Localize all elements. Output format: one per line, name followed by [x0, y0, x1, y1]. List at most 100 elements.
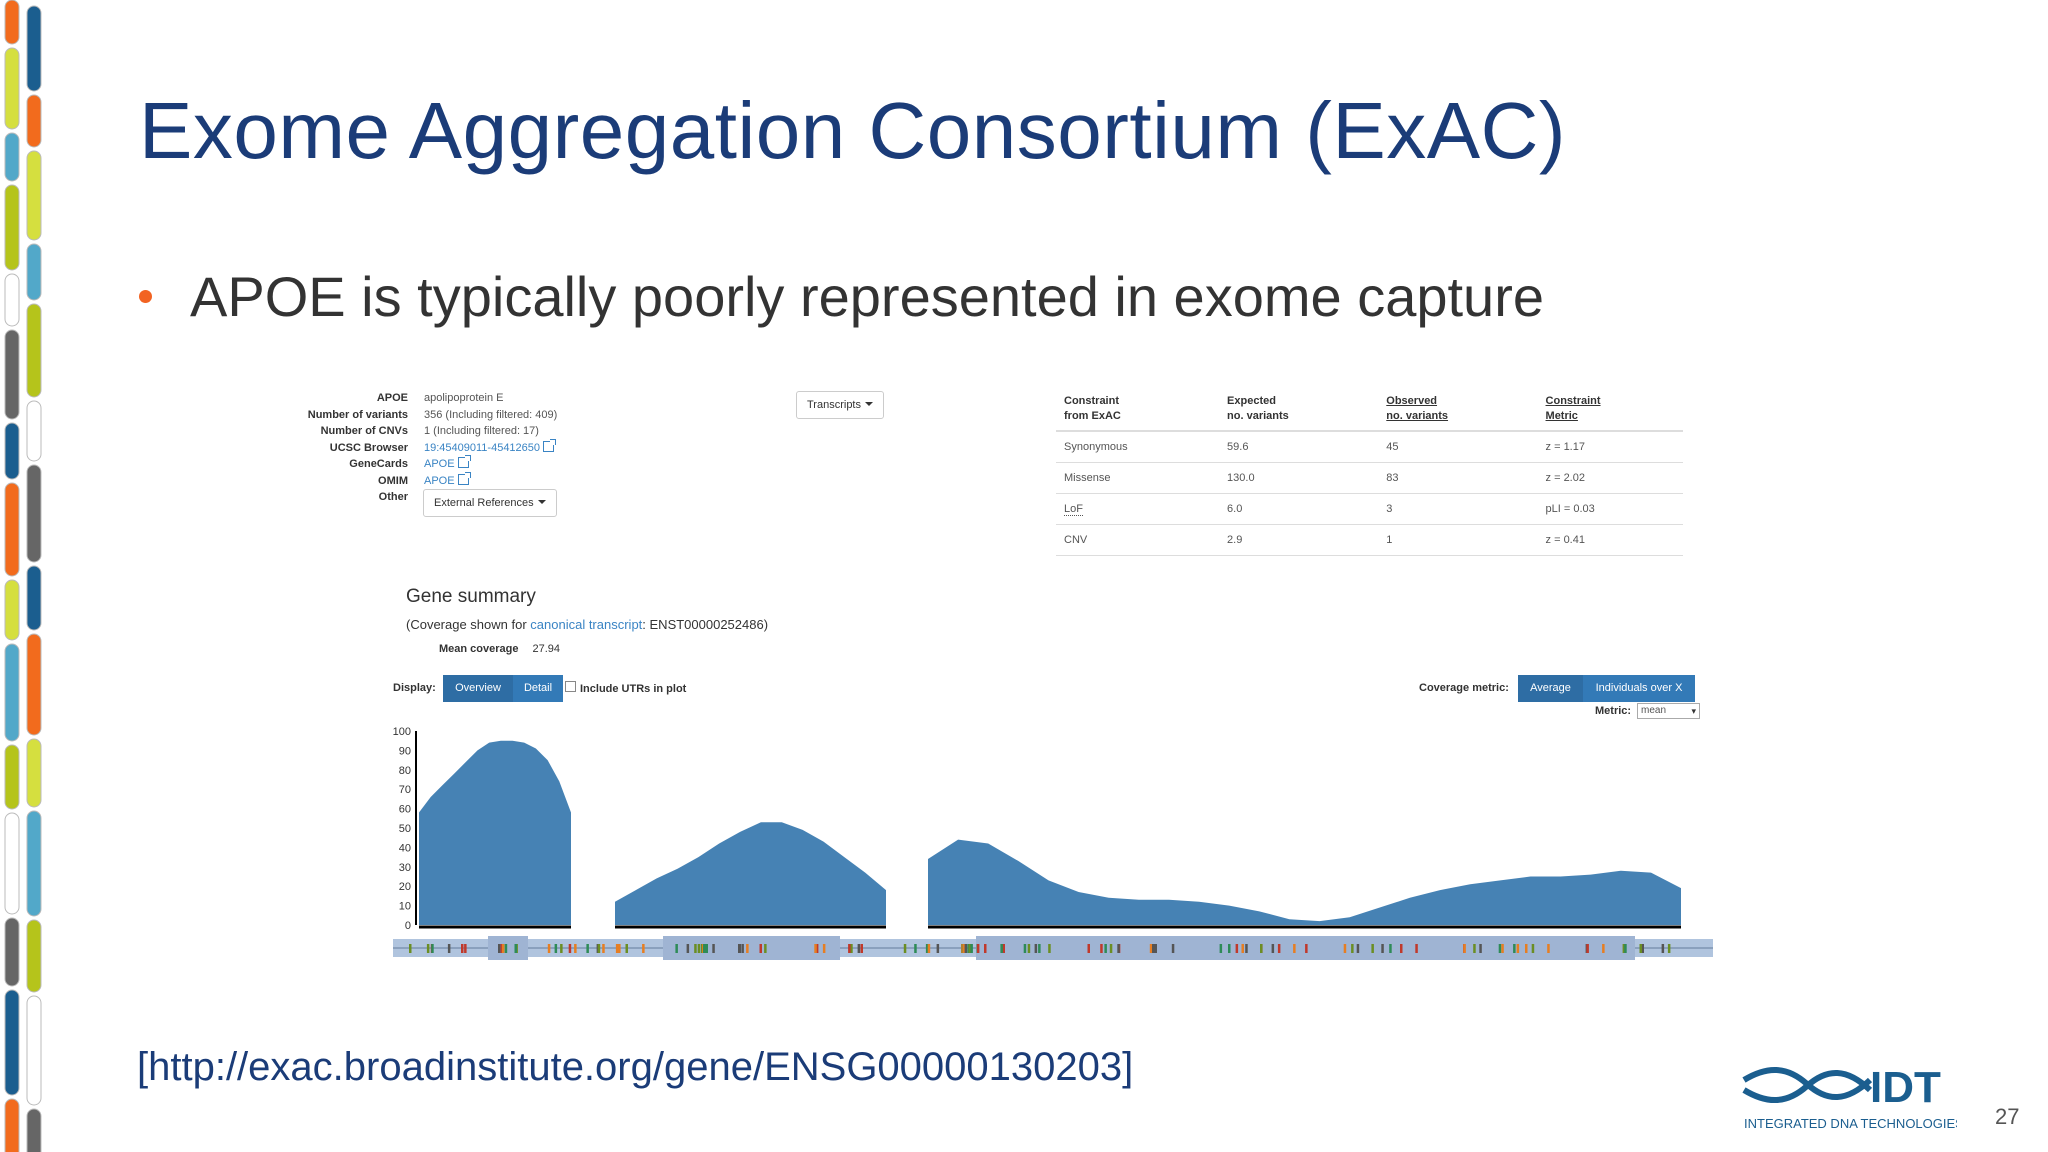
caret-down-icon: [865, 402, 873, 406]
external-link-icon[interactable]: [457, 455, 471, 468]
variant-marker: [1235, 944, 1239, 953]
external-link-icon[interactable]: [543, 438, 557, 452]
variant-marker: [504, 944, 508, 953]
variant-marker: [738, 944, 741, 953]
table-row: CNV 2.9 1 z = 0.41: [1056, 524, 1683, 556]
variant-marker: [574, 944, 577, 953]
external-link-icon[interactable]: [457, 471, 471, 485]
variant-marker: [1023, 944, 1027, 953]
variant-marker: [1479, 944, 1482, 953]
variant-marker: [814, 944, 817, 953]
variant-marker: [857, 944, 861, 953]
variant-marker: [703, 944, 706, 953]
variant-marker: [1228, 944, 1231, 953]
display-label: Display:: [393, 682, 436, 694]
variant-marker: [970, 944, 973, 953]
coverage-note: (Coverage shown for canonical transcript…: [406, 617, 769, 632]
source-url[interactable]: [http://exac.broadinstitute.org/gene/ENS…: [137, 1045, 1134, 1089]
header-expected: Expected no. variants: [1219, 390, 1379, 432]
checkbox-icon[interactable]: [565, 681, 576, 692]
row-metric: z = 0.41: [1537, 524, 1683, 556]
external-references-button[interactable]: External References: [423, 489, 557, 517]
dna-border-decoration: [4, 0, 42, 1152]
page-number: 27: [1995, 1104, 2020, 1129]
row-observed: 3: [1378, 493, 1538, 525]
gene-summary-title: Gene summary: [406, 586, 536, 607]
variant-marker: [1117, 944, 1120, 953]
header-metric[interactable]: Constraint Metric: [1537, 390, 1683, 432]
dna-capsule: [26, 633, 42, 736]
variant-marker: [1351, 944, 1354, 953]
variant-marker: [694, 944, 697, 953]
row-category: LoF: [1056, 493, 1220, 525]
dna-capsule: [4, 422, 20, 480]
row-category: CNV: [1056, 524, 1220, 556]
variant-marker: [1547, 944, 1550, 953]
y-tick-label: 20: [399, 881, 411, 893]
transcripts-label: Transcripts: [807, 399, 861, 411]
dna-capsule: [26, 150, 42, 241]
variant-marker: [409, 944, 412, 953]
omim-link[interactable]: APOE: [424, 474, 455, 487]
canonical-transcript-link[interactable]: canonical transcript: [530, 617, 643, 632]
variant-marker: [586, 944, 589, 953]
dna-capsule: [26, 565, 42, 631]
variant-marker: [1586, 944, 1589, 953]
variant-marker: [1002, 944, 1005, 953]
genecards-link[interactable]: APOE: [424, 458, 455, 470]
variant-count: 356 (Including filtered: 409): [424, 408, 558, 421]
variant-marker: [1513, 944, 1516, 953]
variant-marker: [848, 944, 851, 953]
variant-marker: [1109, 944, 1113, 953]
header-observed[interactable]: Observed no. variants: [1378, 390, 1538, 432]
coverage-area-exon-2: [615, 822, 886, 925]
variant-marker: [1415, 944, 1418, 953]
mean-coverage-value: 27.94: [532, 643, 561, 655]
transcripts-button[interactable]: Transcripts: [796, 391, 884, 419]
variant-marker: [1104, 944, 1107, 953]
dna-capsule: [4, 132, 20, 182]
row-category: Synonymous: [1056, 431, 1220, 463]
label-cnvs: Number of CNVs: [320, 425, 408, 437]
y-tick-label: 60: [399, 804, 411, 816]
variant-marker: [500, 944, 504, 953]
individuals-over-x-button[interactable]: Individuals over X: [1583, 675, 1695, 702]
detail-button[interactable]: Detail: [513, 675, 563, 702]
include-utrs-checkbox[interactable]: Include UTRs in plot: [565, 681, 686, 695]
variant-marker: [1473, 944, 1476, 953]
variant-marker: [914, 944, 917, 953]
overview-button[interactable]: Overview: [443, 675, 513, 702]
variant-marker: [712, 944, 715, 953]
variant-marker: [1639, 944, 1642, 953]
variant-marker: [568, 944, 572, 953]
variant-marker: [461, 944, 464, 953]
mean-coverage-label: Mean coverage: [439, 643, 519, 655]
transcript-exon-block: [488, 936, 528, 960]
variant-marker: [1048, 944, 1051, 953]
dna-capsule: [26, 5, 42, 92]
variant-marker: [697, 944, 701, 953]
row-category: Missense: [1056, 462, 1220, 494]
variant-marker: [1027, 944, 1031, 953]
dna-capsule: [26, 464, 42, 563]
dna-capsule: [4, 482, 20, 577]
coverage-area-exon-3: [928, 839, 1681, 925]
dna-capsule: [4, 273, 20, 327]
variant-marker: [1622, 944, 1626, 953]
row-expected: 130.0: [1219, 462, 1379, 494]
variant-marker: [597, 944, 601, 953]
bullet-item: APOE is typically poorly represented in …: [139, 264, 1544, 329]
variant-marker: [498, 944, 501, 953]
label-other: Other: [378, 491, 408, 503]
average-button[interactable]: Average: [1518, 675, 1583, 702]
ucsc-link[interactable]: 19:45409011-45412650: [424, 441, 541, 454]
variant-marker: [547, 944, 551, 953]
metric-select[interactable]: mean: [1637, 703, 1700, 719]
dna-capsule: [4, 989, 20, 1096]
variant-marker: [1087, 944, 1090, 953]
variant-marker: [447, 944, 451, 953]
cnv-count: 1 (Including filtered: 17): [424, 425, 539, 437]
variant-marker: [1293, 944, 1296, 953]
row-observed: 45: [1378, 431, 1538, 463]
coverage-area-exon-1: [419, 740, 571, 925]
